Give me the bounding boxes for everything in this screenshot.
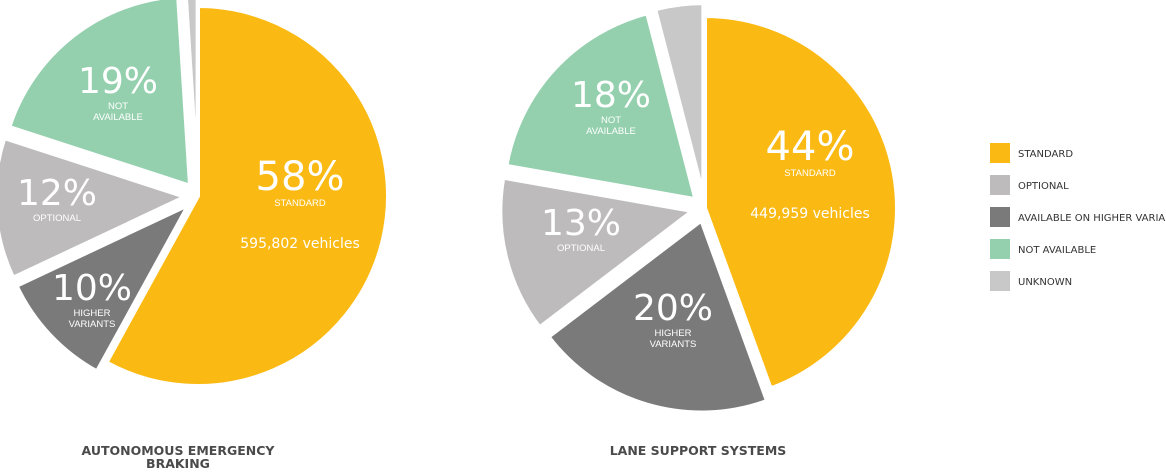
pie-slice-unknown [184, 0, 200, 184]
slice-category-label: AVAILABLE [586, 126, 636, 137]
legend-swatch-not-available [990, 239, 1010, 259]
pie-chart-aeb: 58%STANDARD 595,802 vehicles 10%HIGHERVARI… [0, 0, 390, 471]
slice-category-label: NOT [108, 101, 128, 112]
legend: STANDARD OPTIONAL AVAILABLE ON HIGHER VARI… [990, 143, 1166, 291]
slice-category-label: VARIANTS [69, 319, 116, 330]
slice-percent-label: 19% [78, 61, 158, 102]
legend-label-optional: OPTIONAL [1018, 181, 1069, 192]
slice-category-label: VARIANTS [650, 339, 697, 350]
slice-category-label: HIGHER [655, 328, 692, 339]
pie-slice-unknown [652, 1, 706, 196]
slice-percent-label: 44% [766, 124, 855, 170]
slice-vehicle-count: 449,959 vehicles [750, 206, 870, 222]
pie-slice-higher [13, 200, 194, 375]
slice-category-label: STANDARD [274, 198, 326, 209]
slice-category-label: AVAILABLE [93, 112, 143, 123]
legend-label-unknown: UNKNOWN [1018, 277, 1072, 288]
legend-label-standard: STANDARD [1018, 149, 1073, 160]
slice-category-label: NOT [601, 115, 621, 126]
chart-title: LANE SUPPORT SYSTEMS [610, 443, 787, 458]
pie-slice-standard [103, 3, 390, 388]
slice-category-label: STANDARD [784, 168, 836, 179]
legend-label-higher: AVAILABLE ON HIGHER VARIANTS [1018, 213, 1166, 224]
pie-slice-optional [0, 135, 191, 281]
slice-percent-label: 10% [52, 268, 132, 309]
chart-title: AUTONOMOUS EMERGENCY [82, 443, 276, 458]
slice-percent-label: 18% [571, 75, 651, 116]
pie-chart-lss: 44%STANDARD 449,959 vehicles 20%HIGHERVARI… [498, 1, 899, 458]
legend-swatch-optional [990, 175, 1010, 195]
slice-percent-label: 13% [541, 203, 621, 244]
legend-swatch-higher [990, 207, 1010, 227]
pie-slice-standard [703, 13, 899, 391]
pie-slice-optional [498, 175, 698, 331]
legend-swatch-standard [990, 143, 1010, 163]
slice-category-label: OPTIONAL [33, 213, 81, 224]
pie-slice-not-available [6, 0, 193, 189]
slice-category-label: OPTIONAL [557, 243, 605, 254]
slice-category-label: HIGHER [74, 308, 111, 319]
pie-slice-higher [545, 217, 770, 415]
slice-vehicle-count: 595,802 vehicles [240, 236, 360, 252]
chart-title: BRAKING [146, 456, 210, 471]
slice-percent-label: 20% [633, 288, 713, 329]
legend-label-not-available: NOT AVAILABLE [1018, 245, 1096, 256]
legend-swatch-unknown [990, 271, 1010, 291]
slice-percent-label: 58% [256, 154, 345, 200]
slice-percent-label: 12% [17, 173, 97, 214]
pie-slice-not-available [504, 10, 699, 202]
